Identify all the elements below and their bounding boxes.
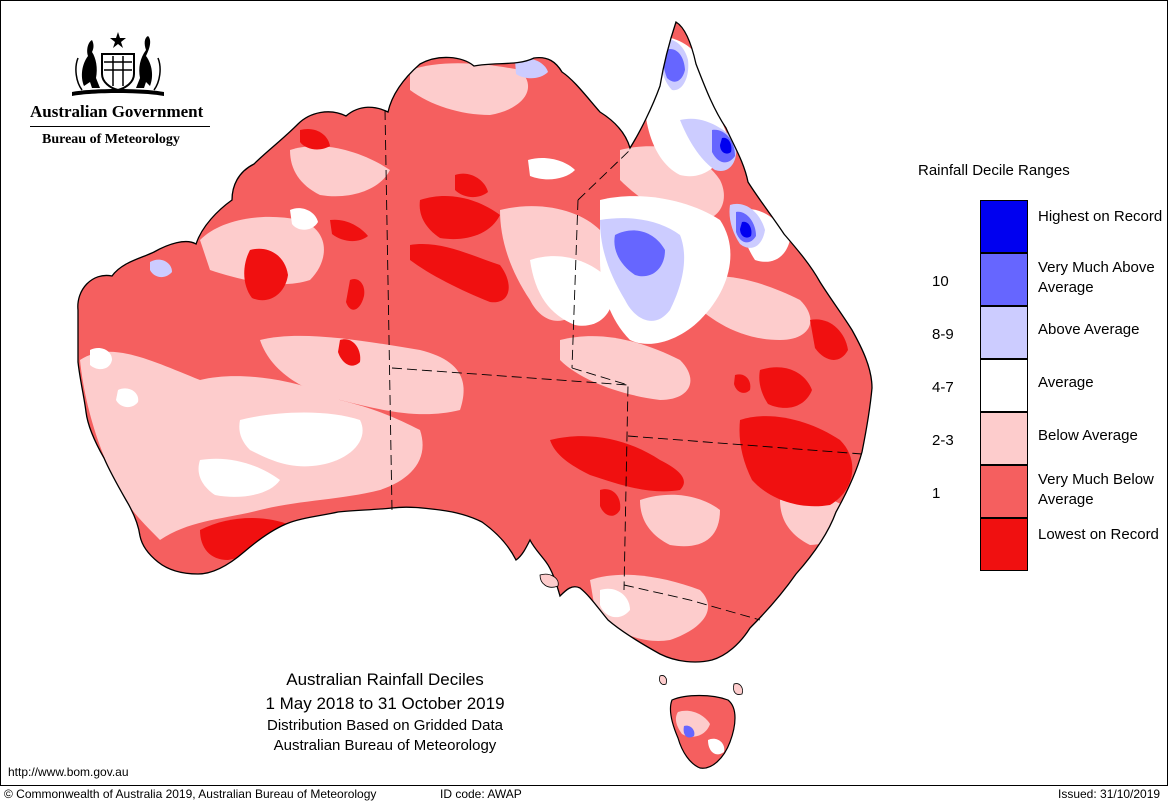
mainland-deciles [77,22,872,662]
map-title: Australian Rainfall Deciles [286,670,484,689]
coat-of-arms-icon [72,32,164,96]
legend-range: 10 [932,273,949,290]
legend-range: 8-9 [932,326,954,343]
bureau-name: Bureau of Meteorology [42,132,180,147]
government-logo: Australian Government Bureau of Meteorol… [22,28,222,158]
legend-swatch [980,465,1028,518]
state-borders [384,109,863,621]
legend-title: Rainfall Decile Ranges [918,162,1070,179]
legend-label: Highest on Record [1038,208,1163,225]
legend-swatch [980,518,1028,571]
mainland-coastline [77,21,873,663]
tasmania [669,694,736,769]
id-code: ID code: AWAP [440,787,522,801]
map-source: Australian Bureau of Meteorology [273,737,497,754]
legend-label: Lowest on Record [1038,526,1159,543]
issued-date: Issued: 31/10/2019 [1058,787,1161,801]
legend-range: 1 [932,485,941,502]
copyright-text: © Commonwealth of Australia 2019, Austra… [4,787,377,801]
legend-swatch [980,412,1028,465]
government-name: Australian Government [30,102,204,121]
map-period: 1 May 2018 to 31 October 2019 [265,694,505,713]
legend-range: 2-3 [932,432,954,449]
legend-swatch [980,200,1028,253]
islands [539,573,743,695]
logo-divider [30,126,210,127]
legend-swatch [980,306,1028,359]
legend-range: 4-7 [932,379,954,396]
legend-label: Below Average [1038,427,1138,444]
legend-label: Average [1038,374,1094,391]
legend-label: Above Average [1038,321,1140,338]
legend-swatch [980,253,1028,306]
map-method: Distribution Based on Gridded Data [267,717,503,734]
legend-label: Very Much Below Average [1038,471,1154,508]
legend-swatch [980,359,1028,412]
website-url[interactable]: http://www.bom.gov.au [8,765,129,779]
map-title-block: Australian Rainfall Deciles 1 May 2018 t… [200,668,570,756]
legend-label: Very Much Above Average [1038,259,1155,296]
